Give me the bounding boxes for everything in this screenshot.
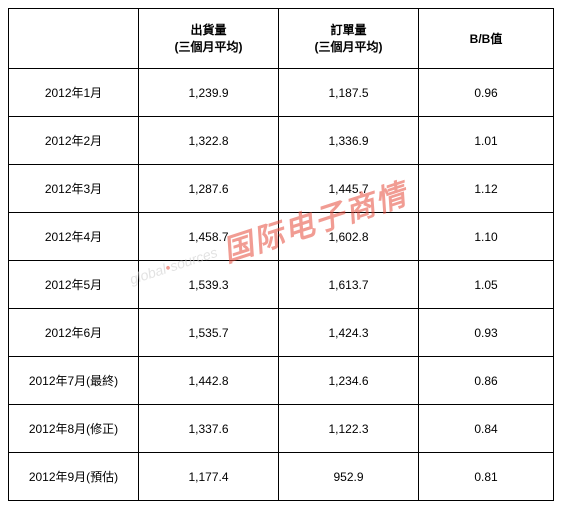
- cell-bb: 1.05: [419, 261, 554, 309]
- cell-shipment: 1,458.7: [139, 213, 279, 261]
- header-order-line1: 訂單量: [283, 22, 414, 39]
- cell-bb: 1.10: [419, 213, 554, 261]
- table-row: 2012年6月 1,535.7 1,424.3 0.93: [9, 309, 554, 357]
- cell-order: 1,336.9: [279, 117, 419, 165]
- table-row: 2012年5月 1,539.3 1,613.7 1.05: [9, 261, 554, 309]
- cell-order: 1,424.3: [279, 309, 419, 357]
- header-bb: B/B值: [419, 9, 554, 69]
- cell-period: 2012年3月: [9, 165, 139, 213]
- data-table: 出貨量 (三個月平均) 訂單量 (三個月平均) B/B值 2012年1月 1,2…: [8, 8, 554, 501]
- cell-shipment: 1,287.6: [139, 165, 279, 213]
- table-row: 2012年4月 1,458.7 1,602.8 1.10: [9, 213, 554, 261]
- cell-period: 2012年6月: [9, 309, 139, 357]
- header-shipment-line2: (三個月平均): [143, 39, 274, 56]
- header-order: 訂單量 (三個月平均): [279, 9, 419, 69]
- cell-period: 2012年8月(修正): [9, 405, 139, 453]
- cell-period: 2012年1月: [9, 69, 139, 117]
- cell-order: 1,445.7: [279, 165, 419, 213]
- cell-bb: 1.01: [419, 117, 554, 165]
- header-shipment-line1: 出貨量: [143, 22, 274, 39]
- cell-bb: 0.96: [419, 69, 554, 117]
- cell-order: 1,234.6: [279, 357, 419, 405]
- cell-bb: 0.86: [419, 357, 554, 405]
- cell-bb: 0.81: [419, 453, 554, 501]
- cell-shipment: 1,539.3: [139, 261, 279, 309]
- cell-bb: 1.12: [419, 165, 554, 213]
- table-row: 2012年9月(預估) 1,177.4 952.9 0.81: [9, 453, 554, 501]
- cell-shipment: 1,177.4: [139, 453, 279, 501]
- table-row: 2012年7月(最終) 1,442.8 1,234.6 0.86: [9, 357, 554, 405]
- cell-shipment: 1,239.9: [139, 69, 279, 117]
- cell-period: 2012年9月(預估): [9, 453, 139, 501]
- cell-bb: 0.93: [419, 309, 554, 357]
- table-body: 2012年1月 1,239.9 1,187.5 0.96 2012年2月 1,3…: [9, 69, 554, 501]
- cell-period: 2012年2月: [9, 117, 139, 165]
- data-table-container: 出貨量 (三個月平均) 訂單量 (三個月平均) B/B值 2012年1月 1,2…: [8, 8, 553, 501]
- cell-order: 1,613.7: [279, 261, 419, 309]
- header-period: [9, 9, 139, 69]
- cell-order: 1,187.5: [279, 69, 419, 117]
- header-row: 出貨量 (三個月平均) 訂單量 (三個月平均) B/B值: [9, 9, 554, 69]
- cell-shipment: 1,442.8: [139, 357, 279, 405]
- cell-shipment: 1,322.8: [139, 117, 279, 165]
- cell-order: 1,602.8: [279, 213, 419, 261]
- header-shipment: 出貨量 (三個月平均): [139, 9, 279, 69]
- cell-period: 2012年7月(最終): [9, 357, 139, 405]
- table-row: 2012年1月 1,239.9 1,187.5 0.96: [9, 69, 554, 117]
- table-row: 2012年3月 1,287.6 1,445.7 1.12: [9, 165, 554, 213]
- header-order-line2: (三個月平均): [283, 39, 414, 56]
- cell-shipment: 1,337.6: [139, 405, 279, 453]
- table-row: 2012年2月 1,322.8 1,336.9 1.01: [9, 117, 554, 165]
- cell-order: 1,122.3: [279, 405, 419, 453]
- cell-shipment: 1,535.7: [139, 309, 279, 357]
- cell-bb: 0.84: [419, 405, 554, 453]
- cell-period: 2012年4月: [9, 213, 139, 261]
- cell-order: 952.9: [279, 453, 419, 501]
- cell-period: 2012年5月: [9, 261, 139, 309]
- table-row: 2012年8月(修正) 1,337.6 1,122.3 0.84: [9, 405, 554, 453]
